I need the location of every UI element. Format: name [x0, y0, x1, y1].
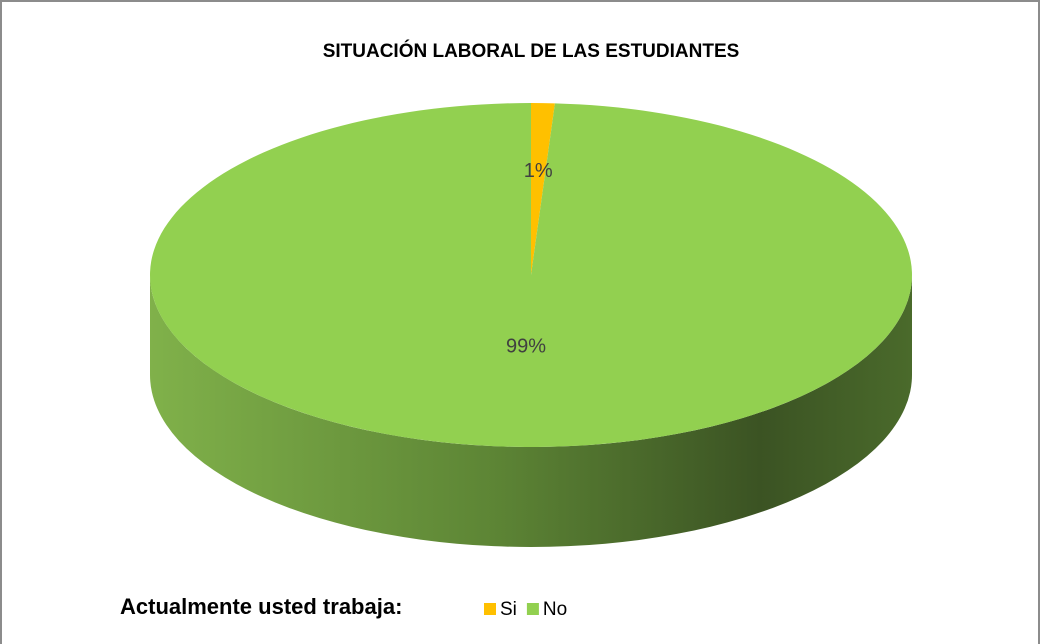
data-label: 1% — [524, 160, 553, 182]
chart-title: SITUACIÓN LABORAL DE LAS ESTUDIANTES — [323, 40, 740, 62]
pie-slice — [531, 103, 555, 275]
legend-label: No — [543, 599, 567, 620]
legend-swatch — [526, 603, 539, 615]
legend-title: Actualmente usted trabaja: — [120, 594, 402, 619]
pie-slice — [149, 103, 912, 448]
legend-label: Si — [500, 599, 517, 620]
data-label: 99% — [506, 335, 546, 357]
pie-slice-side — [150, 275, 912, 547]
legend-swatch — [484, 603, 496, 615]
